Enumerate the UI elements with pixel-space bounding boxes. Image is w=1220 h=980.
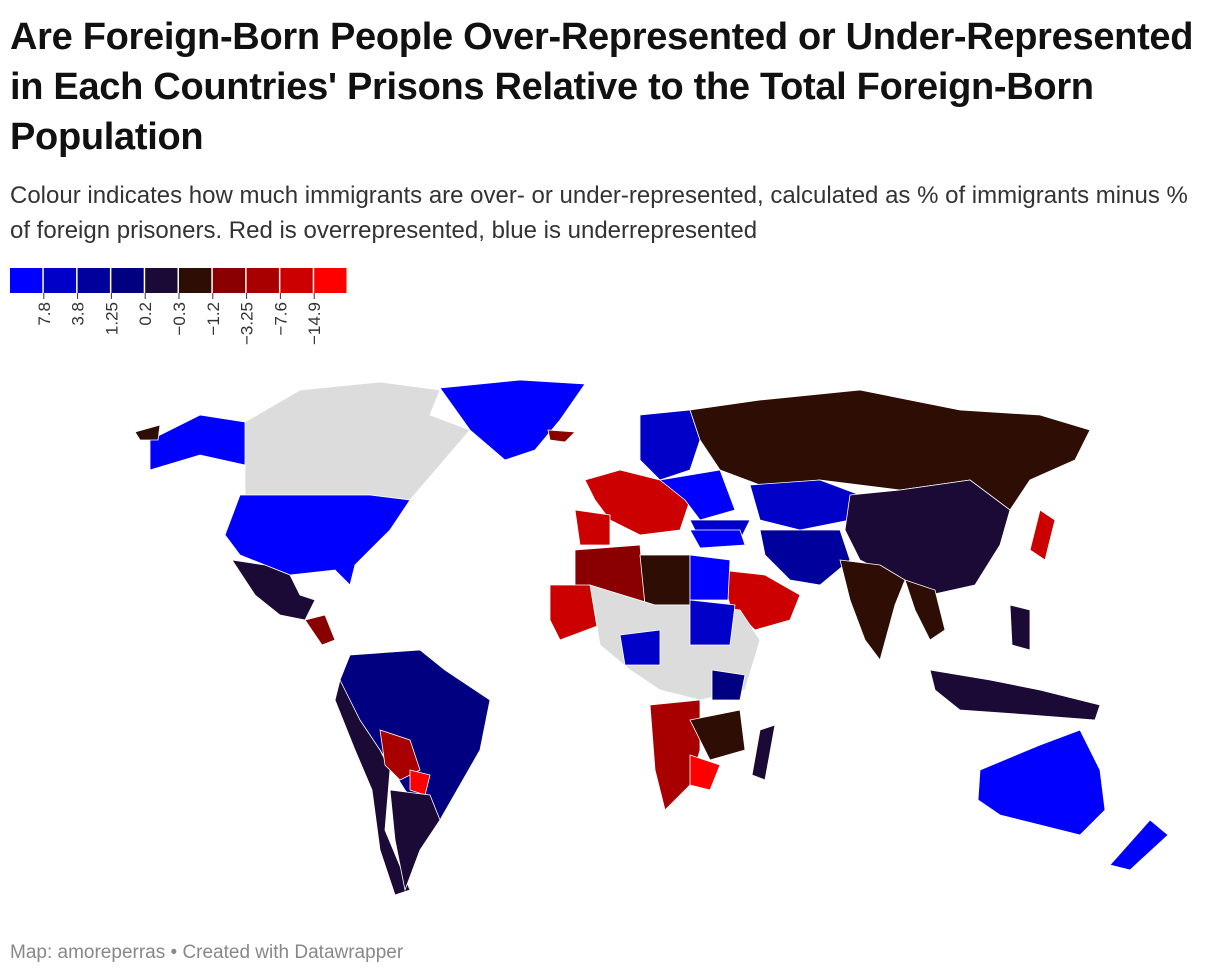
land [659,469,736,521]
legend-swatch [246,268,279,293]
legend-swatch [179,268,212,293]
land [584,469,691,536]
legend-swatch [43,268,77,293]
legend-swatch [280,268,313,293]
legend-swatch [212,268,246,293]
footer: Map: amoreperras • Created with Datawrap… [10,942,404,963]
land [134,424,161,441]
legend-label: −3.25 [238,302,257,345]
land [547,429,576,443]
legend-swatch [145,268,178,293]
land [639,409,701,481]
legend-label: 7.8 [35,302,54,326]
legend: 7.8 3.8 1.25 0.2 −0.3 −1.2 −3.25 −7.6 −14.9 [10,268,347,345]
land [711,669,746,701]
land [904,579,946,641]
subtitle: Colour indicates how much immigrants are… [10,182,1188,244]
land [689,754,721,791]
land [689,529,746,549]
land [689,599,736,646]
legend-swatch [77,268,110,293]
legend-label: 1.25 [102,302,121,335]
land [977,729,1106,836]
land [649,699,701,811]
land [689,709,746,761]
land [304,614,336,646]
land [1009,604,1031,651]
legend-swatch [10,268,43,293]
legend-label: −7.6 [271,302,290,336]
land [334,678,411,896]
land [439,379,586,461]
legend-label: 3.8 [69,302,88,326]
title: Are Foreign-Born People Over-Represented… [10,16,1194,158]
land [759,529,851,586]
land [844,479,1011,596]
land [1109,819,1169,871]
land [389,789,441,892]
land [149,414,246,471]
world-map [134,379,1169,896]
land [244,381,471,501]
legend-swatch [314,268,347,293]
legend-label: −14.9 [305,302,324,345]
land [639,554,691,606]
land [574,509,611,546]
land [619,629,661,666]
land [839,559,906,661]
land [929,669,1101,721]
legend-label: −0.3 [170,302,189,336]
legend-label: −1.2 [204,302,223,336]
land [231,559,316,621]
land [689,554,731,601]
land [749,479,861,531]
legend-swatch [111,268,144,293]
land [549,584,601,641]
land [1029,509,1056,561]
land [751,724,776,781]
land [689,389,1091,511]
legend-label: 0.2 [136,302,155,326]
land [224,494,411,586]
